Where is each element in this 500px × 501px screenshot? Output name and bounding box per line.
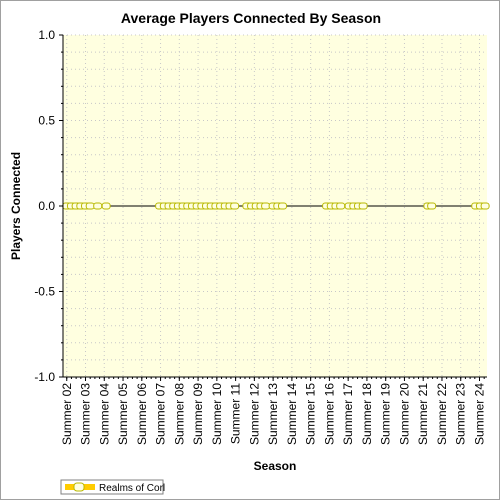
x-tick-label: Summer 10 xyxy=(210,383,224,445)
y-tick-label: 1.0 xyxy=(38,28,55,42)
x-tick-label: Summer 19 xyxy=(379,383,393,445)
x-tick-label: Summer 24 xyxy=(472,383,486,445)
legend-label: Realms of Corl xyxy=(99,483,165,494)
x-tick-label: Summer 04 xyxy=(97,383,111,445)
legend-box xyxy=(60,479,164,495)
x-tick-label: Summer 08 xyxy=(172,383,186,445)
data-point xyxy=(230,202,240,210)
data-point xyxy=(93,202,103,210)
axes: 1.0 0.5 0.0 -0.5 -1.0 Summer 02 Summer 03 Summe… xyxy=(34,28,487,445)
data-point xyxy=(358,202,368,210)
x-axis-label: Season xyxy=(254,459,297,473)
x-tick-label: Summer 16 xyxy=(322,383,336,445)
x-tick-label: Summer 13 xyxy=(266,383,280,445)
x-tick-label: Summer 11 xyxy=(229,383,243,444)
chart-title: Average Players Connected By Season xyxy=(121,10,381,26)
data-point xyxy=(101,202,111,210)
y-tick-label: 0.0 xyxy=(38,199,55,213)
x-tick-label: Summer 22 xyxy=(435,383,449,445)
x-tick-label: Summer 21 xyxy=(416,383,430,445)
data-point xyxy=(261,202,271,210)
x-tick-label: Summer 07 xyxy=(154,383,168,445)
y-axis-label: Players Connected xyxy=(9,152,23,260)
data-point xyxy=(427,202,437,210)
x-tick-label: Summer 09 xyxy=(191,383,205,445)
x-tick-label: Summer 02 xyxy=(60,383,74,445)
x-tick-label: Summer 12 xyxy=(247,383,261,445)
x-tick-label: Summer 15 xyxy=(304,383,318,445)
legend: Realms of Corl xyxy=(60,479,165,495)
x-tick-label: Summer 18 xyxy=(360,383,374,445)
x-tick-label: Summer 20 xyxy=(397,383,411,445)
x-tick-label: Summer 17 xyxy=(341,383,355,445)
y-tick-label: -1.0 xyxy=(34,370,55,384)
y-tick-label: -0.5 xyxy=(34,285,55,299)
series-layer xyxy=(62,202,490,210)
legend-marker xyxy=(73,482,85,492)
x-tick-label: Summer 03 xyxy=(79,383,93,445)
data-point xyxy=(336,202,346,210)
x-tick-label: Summer 14 xyxy=(285,383,299,445)
x-tick-label: Summer 05 xyxy=(116,383,130,445)
x-tick-label: Summer 06 xyxy=(135,383,149,445)
y-tick-label: 0.5 xyxy=(38,114,55,128)
data-point xyxy=(480,202,490,210)
data-point xyxy=(278,202,288,210)
x-tick-label: Summer 23 xyxy=(454,383,468,445)
data-point xyxy=(85,202,95,210)
